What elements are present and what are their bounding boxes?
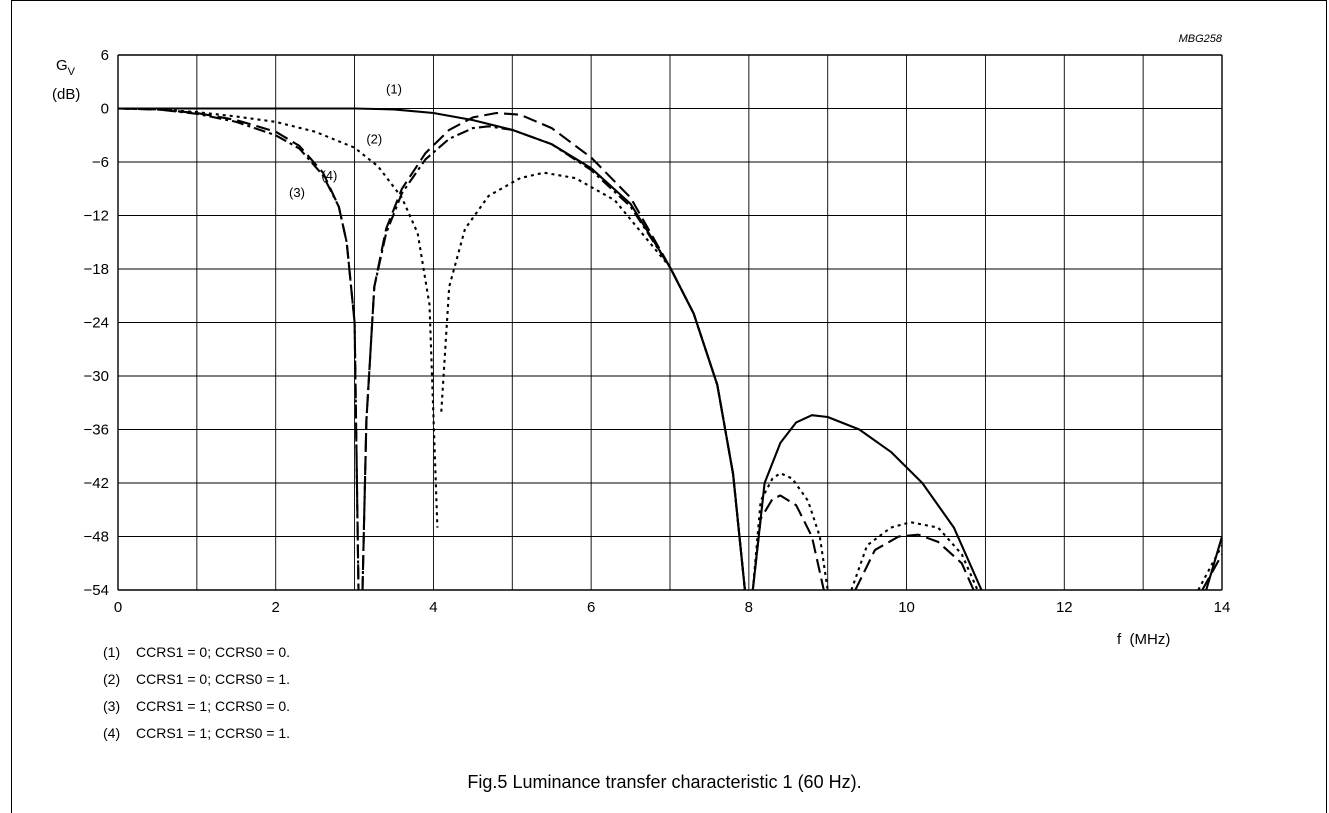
figure-frame xyxy=(11,0,1327,813)
y-tick-label: −54 xyxy=(84,582,109,599)
y-axis-unit: (dB) xyxy=(52,86,80,103)
legend-number: (2) xyxy=(103,671,121,687)
y-tick-label: −30 xyxy=(84,368,109,385)
y-axis-label-main: G xyxy=(56,57,68,74)
y-tick-label: 0 xyxy=(101,101,109,118)
legend-text: CCRS1 = 1; CCRS0 = 1. xyxy=(136,725,291,741)
series-line-1 xyxy=(118,107,746,590)
series-line-1 xyxy=(751,414,983,590)
x-tick-label: 10 xyxy=(898,599,915,616)
figure-caption: Fig.5 Luminance transfer characteristic … xyxy=(0,772,1329,793)
curve-label: (4) xyxy=(321,168,337,183)
series-line-1 xyxy=(1205,536,1222,590)
tick-labels: 0 2 4 6 8 10 12 14 6 0 −6 −12 −18 −24 −30 −36 −42 −48 −54 xyxy=(84,47,1231,616)
series-line-4 xyxy=(118,107,360,590)
y-tick-label: −48 xyxy=(84,529,109,546)
legend-item: (3) CCRS1 = 1; CCRS0 = 0. xyxy=(103,698,290,714)
y-tick-label: −42 xyxy=(84,475,109,492)
y-axis-label-sub: V xyxy=(68,66,76,78)
x-tick-label: 4 xyxy=(429,599,437,616)
series-line-2 xyxy=(1197,544,1222,590)
legend-item: (4) CCRS1 = 1; CCRS0 = 1. xyxy=(103,725,290,741)
x-tick-label: 6 xyxy=(587,599,595,616)
series-line-4 xyxy=(854,533,975,590)
x-tick-label: 2 xyxy=(272,599,280,616)
y-tick-label: −24 xyxy=(84,315,109,332)
y-axis-label: GV xyxy=(56,57,76,78)
y-tick-label: −18 xyxy=(84,261,109,278)
series-line-2 xyxy=(850,521,979,590)
series-lines xyxy=(118,107,1222,590)
legend-number: (1) xyxy=(103,644,121,660)
x-tick-label: 12 xyxy=(1056,599,1073,616)
y-tick-label: −6 xyxy=(92,154,109,171)
x-tick-label: 0 xyxy=(114,599,122,616)
series-line-4 xyxy=(361,111,746,590)
caption-text: Fig.5 Luminance transfer characteristic … xyxy=(467,772,862,792)
legend-item: (2) CCRS1 = 0; CCRS0 = 1. xyxy=(103,671,290,687)
y-tick-label: 6 xyxy=(101,47,109,64)
x-tick-label: 14 xyxy=(1214,599,1231,616)
legend-item: (1) CCRS1 = 0; CCRS0 = 0. xyxy=(103,644,290,660)
series-line-4 xyxy=(751,494,825,590)
legend-number: (4) xyxy=(103,725,121,741)
legend-text: CCRS1 = 1; CCRS0 = 0. xyxy=(136,698,291,714)
x-axis-label: f (MHz) xyxy=(1117,631,1170,648)
series-line-3 xyxy=(361,125,746,590)
figure-code: MBG258 xyxy=(1179,33,1223,45)
transfer-chart: 0 2 4 6 8 10 12 1460−6−12−18−24−30−36−42−48−54 … xyxy=(52,33,1231,648)
series-line-2 xyxy=(440,171,746,590)
legend-text: CCRS1 = 0; CCRS0 = 1. xyxy=(136,671,291,687)
y-tick-label: −36 xyxy=(84,422,109,439)
series-line-2 xyxy=(751,472,829,590)
series-line-2 xyxy=(118,107,439,528)
curve-label: (1) xyxy=(386,81,402,96)
curve-annotations: (1) (2) (3) (4) xyxy=(289,81,402,199)
x-tick-label: 8 xyxy=(745,599,753,616)
y-tick-label: −12 xyxy=(84,208,109,225)
curve-label: (2) xyxy=(366,131,382,146)
legend-text: CCRS1 = 0; CCRS0 = 0. xyxy=(136,644,291,660)
curve-label: (3) xyxy=(289,185,305,200)
legend-number: (3) xyxy=(103,698,121,714)
series-line-4 xyxy=(1201,553,1222,590)
